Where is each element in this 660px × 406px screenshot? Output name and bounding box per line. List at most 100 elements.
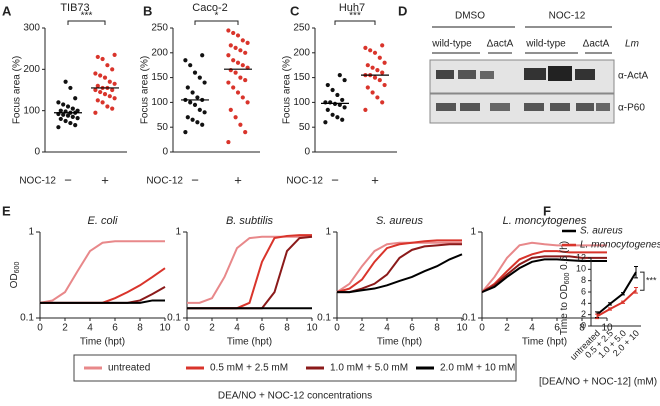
treatment-label: DMSO (455, 11, 485, 22)
data-point (185, 85, 190, 90)
error-bar (634, 286, 638, 294)
data-point (188, 63, 193, 68)
data-point (112, 96, 117, 101)
panel-letter: A (2, 3, 12, 18)
data-point (112, 81, 117, 86)
data-point (377, 77, 382, 83)
significance-bracket (334, 20, 376, 25)
data-point (105, 104, 110, 109)
panel-title: B. subtilis (226, 215, 274, 227)
data-point (335, 115, 340, 120)
y-tick-label: 8 (581, 275, 586, 285)
strain-label: wild-type (431, 39, 472, 50)
x-tick-label: 6 (554, 323, 560, 334)
legend-label: L. monocytogenes (580, 240, 660, 251)
legend-label: untreated (108, 363, 150, 374)
x-tick-label: 4 (234, 323, 240, 334)
data-point (380, 100, 385, 105)
x-tick-label: − (331, 172, 339, 187)
x-tick-label: 6 (112, 323, 118, 334)
x-tick-label: 0 (334, 323, 340, 334)
legend-label: 0.5 mM + 2.5 mM (210, 363, 288, 374)
y-axis-label-part: 600 (564, 273, 571, 285)
data-point (65, 113, 71, 118)
band (596, 103, 610, 111)
data-point (95, 98, 100, 103)
data-point (197, 107, 202, 112)
growth-curve (40, 286, 166, 304)
x-tick-label: 2 (504, 323, 510, 334)
x-tick-label: 2 (359, 323, 365, 334)
data-point (195, 120, 200, 125)
error-bar (621, 300, 625, 304)
growth-curve (187, 235, 312, 304)
y-axis-label: Focus area (%) (140, 56, 151, 124)
data-point (100, 100, 105, 105)
data-point (70, 114, 75, 119)
growth-curve (337, 243, 462, 294)
x-tick-label: 6 (409, 323, 415, 334)
data-point (226, 80, 231, 85)
x-tick-label: + (234, 172, 242, 187)
data-point (95, 54, 100, 60)
growth-curve (481, 241, 607, 293)
panel-letter: C (290, 3, 300, 18)
data-point (61, 102, 66, 107)
legend-caption: DEA/NO + NOC-12 concentrations (218, 391, 372, 402)
data-point (200, 53, 205, 58)
data-point (228, 107, 233, 112)
data-point (233, 115, 238, 120)
data-point (240, 38, 245, 43)
y-tick-label: 300 (23, 23, 40, 34)
data-point (235, 90, 241, 95)
data-point (238, 75, 243, 80)
error-bar (608, 302, 612, 306)
data-point (325, 82, 330, 88)
band (576, 103, 594, 111)
data-point (323, 120, 328, 125)
y-tick-label: 200 (23, 64, 40, 75)
panel-title: E. coli (88, 215, 119, 227)
data-point (56, 100, 61, 105)
significance-bracket (194, 20, 239, 25)
band (480, 71, 494, 79)
y-axis-label-subscript: 600 (14, 262, 21, 274)
chart-title: TIB73 (60, 2, 89, 14)
data-point (107, 79, 112, 84)
growth-curve (336, 239, 462, 294)
y-tick-label: 12 (576, 252, 586, 262)
y-tick-label: 10 (576, 264, 586, 274)
band (460, 103, 480, 111)
data-point (231, 85, 236, 90)
group-label: NOC-12 (286, 176, 323, 187)
y-tick-label: 1 (325, 227, 331, 238)
y-tick-label: 150 (293, 72, 310, 83)
data-point (202, 80, 207, 85)
data-point (372, 50, 378, 55)
data-point (226, 28, 231, 33)
y-tick-label: 1 (28, 227, 34, 238)
data-point (93, 87, 98, 93)
data-point (240, 63, 245, 68)
data-point (238, 122, 243, 127)
growth-curve (187, 235, 313, 310)
legend-label: 2.0 mM + 10 mM (440, 363, 515, 374)
data-point (63, 79, 68, 84)
data-point (370, 65, 375, 70)
data-point (197, 75, 202, 80)
x-tick-label: 4 (384, 323, 390, 334)
data-point (63, 118, 68, 124)
band (458, 70, 476, 79)
antibody-label: α-ActA (618, 71, 649, 82)
y-tick-label: 2 (581, 309, 586, 319)
data-point (58, 108, 63, 113)
significance-bracket (640, 271, 645, 291)
data-point (105, 63, 110, 68)
data-point (245, 40, 250, 45)
data-point (112, 52, 117, 57)
data-point (240, 95, 245, 100)
y-tick-label: 0 (34, 147, 40, 158)
y-tick-label: 150 (151, 72, 168, 83)
y-tick-label: 0.1 (317, 313, 331, 324)
x-tick-label: 0 (184, 323, 190, 334)
